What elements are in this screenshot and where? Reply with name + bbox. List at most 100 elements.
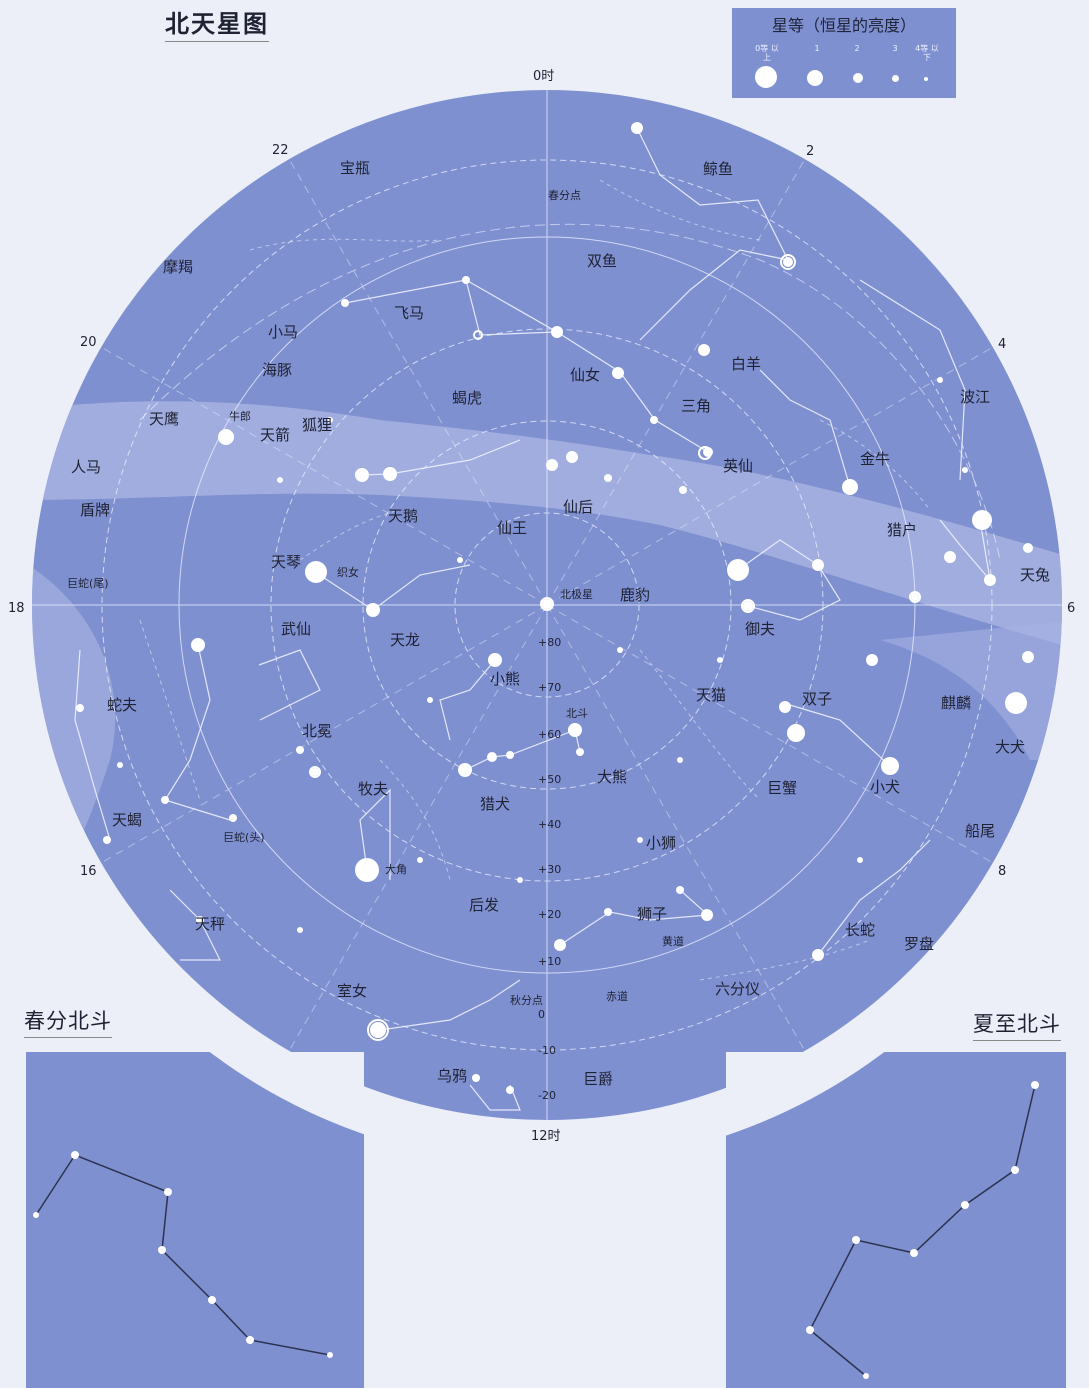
declination-label: +40	[538, 818, 561, 831]
constellation-label: 双子	[802, 690, 832, 708]
constellation-label: 巨蛇(头)	[223, 830, 265, 844]
declination-label: +30	[538, 863, 561, 876]
magnitude-legend: 星等（恒星的亮度） 0等 以上 1 2 3 4等 以下	[732, 8, 956, 98]
constellation-label: 天猫	[696, 686, 726, 704]
double-star-markers	[309, 254, 921, 1041]
constellation-label: 小熊	[490, 670, 520, 688]
constellation-label: 巨蛇(尾)	[67, 576, 109, 590]
spring-dipper-panel	[26, 1052, 364, 1388]
constellation-label: 海豚	[262, 361, 292, 379]
constellation-label: 鲸鱼	[703, 160, 733, 178]
constellation-label: 仙女	[570, 366, 600, 384]
constellation-label: 小狮	[646, 834, 676, 852]
constellation-label: 武仙	[281, 620, 311, 638]
summer-dipper-title: 夏至北斗	[973, 1008, 1061, 1041]
constellation-label: 牧夫	[358, 780, 388, 798]
constellation-label: 天秤	[195, 915, 225, 933]
legend-level-3: 3	[892, 44, 898, 53]
legend-level-2: 2	[854, 44, 860, 53]
legend-level-1: 1	[814, 44, 820, 53]
constellation-label: 大角	[385, 862, 407, 876]
constellation-label: 牛郎	[229, 409, 251, 423]
constellation-label: 仙后	[563, 498, 593, 516]
hour-label: 20	[80, 335, 97, 350]
hour-label: 22	[272, 143, 289, 158]
constellation-label: 室女	[337, 982, 367, 1000]
declination-label: +10	[538, 955, 561, 968]
reference-point-label: 北斗	[566, 707, 588, 720]
constellation-label: 乌鸦	[437, 1067, 467, 1085]
legend-title: 星等（恒星的亮度）	[771, 16, 916, 35]
constellation-label: 天鹅	[388, 507, 418, 525]
constellation-label: 狮子	[637, 905, 667, 923]
declination-label: +80	[538, 636, 561, 649]
constellation-label: 罗盘	[904, 935, 934, 953]
constellation-label: 天兔	[1020, 566, 1050, 584]
legend-dot-4	[924, 77, 928, 81]
legend-level-4: 4等 以下	[915, 44, 939, 62]
constellation-label: 英仙	[723, 457, 753, 475]
declination-label: 0	[538, 1008, 545, 1021]
constellation-label: 天琴	[271, 553, 301, 571]
constellation-label: 猎户	[887, 521, 917, 539]
declination-label: -10	[538, 1044, 556, 1057]
legend-level-0: 0等 以上	[755, 44, 779, 62]
constellation-label: 北冕	[302, 722, 332, 740]
reference-point-label: 赤道	[606, 989, 628, 1003]
reference-point-label: 秋分点	[510, 993, 543, 1007]
constellation-lines	[74, 127, 991, 1111]
constellation-label: 巨蟹	[767, 779, 797, 797]
constellation-label: 大熊	[597, 768, 627, 786]
constellation-label: 御夫	[745, 620, 775, 638]
constellation-label: 盾牌	[80, 501, 110, 519]
constellation-label: 宝瓶	[340, 159, 370, 177]
constellation-label: 麒麟	[941, 694, 971, 712]
chart-labels: 0时24681012时1416182022+80+70+60+50+40+30+…	[8, 69, 1075, 1144]
constellation-label: 仙王	[497, 519, 527, 537]
stars	[76, 122, 1034, 1094]
constellation-label: 小犬	[870, 778, 900, 796]
constellation-boundaries	[139, 179, 931, 981]
legend-dot-1	[807, 70, 823, 86]
constellation-label: 天鹰	[149, 410, 179, 428]
reference-point-label: 黄道	[662, 934, 684, 948]
constellation-label: 波江	[960, 388, 990, 406]
constellation-label: 白羊	[731, 355, 761, 373]
constellation-label: 大犬	[995, 738, 1025, 756]
constellation-label: 摩羯	[163, 258, 193, 276]
summer-dipper-panel	[726, 1052, 1066, 1388]
declination-label: +20	[538, 908, 561, 921]
constellation-label: 狐狸	[302, 416, 332, 434]
constellation-label: 船尾	[965, 822, 995, 840]
hour-label: 0时	[533, 69, 554, 84]
constellation-label: 小马	[268, 323, 298, 341]
constellation-label: 鹿豹	[620, 586, 650, 604]
constellation-label: 天龙	[390, 631, 420, 649]
hour-label: 18	[8, 601, 25, 616]
hour-label: 8	[998, 864, 1006, 879]
legend-dot-3	[892, 75, 899, 82]
constellation-label: 巨爵	[583, 1070, 613, 1088]
constellation-label: 天箭	[260, 426, 290, 444]
page-title: 北天星图	[165, 4, 269, 42]
hour-label: 12时	[531, 1129, 561, 1144]
legend-dot-2	[853, 73, 863, 83]
reference-point-label: 春分点	[548, 189, 581, 202]
constellation-label: 人马	[71, 458, 101, 476]
constellation-label: 长蛇	[845, 921, 875, 939]
constellation-label: 飞马	[394, 304, 424, 322]
declination-label: +50	[538, 773, 561, 786]
constellation-label: 蛇夫	[107, 696, 137, 714]
declination-label: +60	[538, 728, 561, 741]
declination-label: -20	[538, 1089, 556, 1102]
hour-label: 4	[998, 337, 1006, 352]
spring-dipper-title: 春分北斗	[24, 1005, 112, 1038]
hour-label: 6	[1067, 601, 1075, 616]
constellation-label: 织女	[337, 565, 359, 579]
constellation-label: 天蝎	[112, 811, 142, 829]
constellation-label: 猎犬	[480, 795, 510, 813]
constellation-label: 双鱼	[587, 252, 617, 270]
hour-label: 16	[80, 864, 97, 879]
constellation-label: 金牛	[860, 450, 890, 468]
